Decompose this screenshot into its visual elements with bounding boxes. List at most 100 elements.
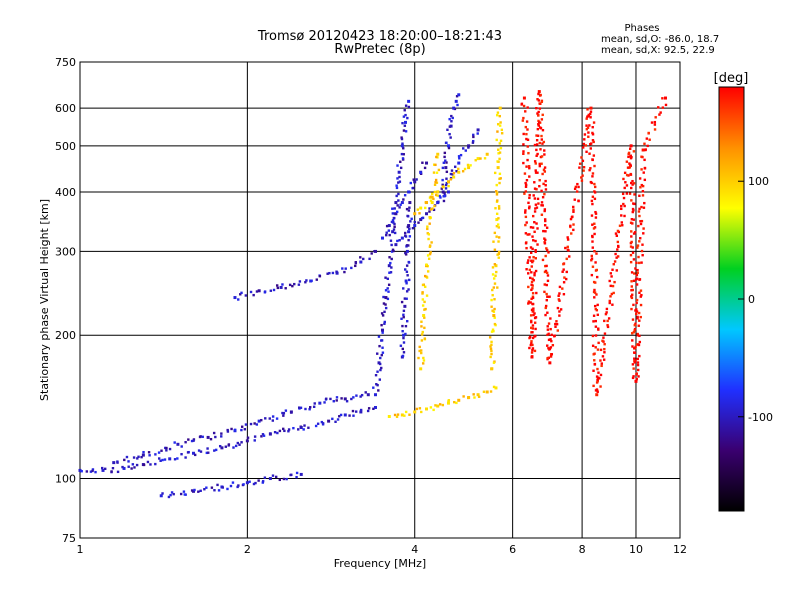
data-point [253,435,257,438]
data-point [416,208,419,211]
data-point [288,283,292,287]
data-point [455,169,458,173]
data-point [445,141,448,144]
colorbar-ticks: 100 0 -100 [738,175,773,424]
data-point [394,243,398,247]
data-point [425,263,428,266]
data-point [637,375,640,378]
data-point [425,294,429,297]
data-point [101,468,105,472]
data-point [533,312,536,315]
data-point [603,319,606,323]
data-point [595,268,598,272]
data-point [525,246,528,250]
data-point [373,393,377,397]
data-point [543,242,547,245]
data-point [497,217,500,220]
data-point [525,268,528,271]
data-point [590,181,593,185]
data-point [263,476,267,479]
data-point [452,106,456,110]
data-point [631,363,635,366]
data-point [393,225,396,229]
data-point [278,429,282,433]
data-point [401,347,404,351]
data-point [530,280,534,284]
data-point [631,183,634,186]
data-point [629,172,632,176]
data-point [433,190,437,194]
data-point [431,207,434,210]
data-point [368,257,371,261]
data-point [401,142,404,145]
data-point [564,246,567,250]
data-point [534,239,537,243]
data-point [540,201,544,204]
data-point [281,411,284,415]
data-point [540,213,544,216]
data-point [402,198,405,201]
data-point [489,345,492,348]
data-point [260,435,263,438]
data-point [525,165,528,168]
data-point [184,441,187,444]
data-point [494,207,497,210]
data-point [593,164,596,168]
data-point [641,194,645,197]
data-point [606,324,609,327]
data-point [593,296,596,299]
data-point [616,248,619,251]
data-point [612,291,615,295]
data-point [527,302,530,305]
data-point [448,117,451,121]
data-point [445,170,449,174]
data-point [406,274,409,277]
data-point [538,107,542,110]
data-point [629,253,633,257]
data-point [257,479,260,482]
data-point [582,166,586,169]
data-point [611,268,614,271]
data-point [543,153,546,156]
data-point [547,347,550,350]
data-point [407,230,411,234]
data-point [373,406,377,410]
data-point [398,206,401,209]
data-point [400,236,404,240]
data-point [418,349,421,353]
data-point [429,406,433,409]
data-point [318,275,322,278]
data-point [591,344,595,347]
data-point [226,487,229,491]
data-point [401,157,405,160]
data-point [524,223,527,227]
data-point [640,183,644,187]
data-point [543,192,546,196]
data-point [402,129,406,132]
data-point [253,439,256,442]
data-point [594,216,598,219]
data-point [132,456,136,459]
data-point [635,277,639,280]
data-point [390,220,394,224]
data-point [528,335,532,339]
data-point [532,194,535,197]
data-point [420,325,423,328]
data-point [383,310,386,314]
data-point [180,445,183,448]
data-point [111,466,115,470]
data-point [244,294,248,297]
data-point [591,265,595,268]
data-point [608,301,611,305]
data-point [239,293,242,296]
data-point [193,488,196,492]
data-point [544,254,547,258]
data-point [551,344,555,347]
data-point [537,119,540,123]
data-point [275,417,279,420]
data-point [210,486,214,489]
data-point [549,317,552,320]
data-point [631,222,634,225]
data-point [344,267,347,270]
data-point [405,290,409,293]
